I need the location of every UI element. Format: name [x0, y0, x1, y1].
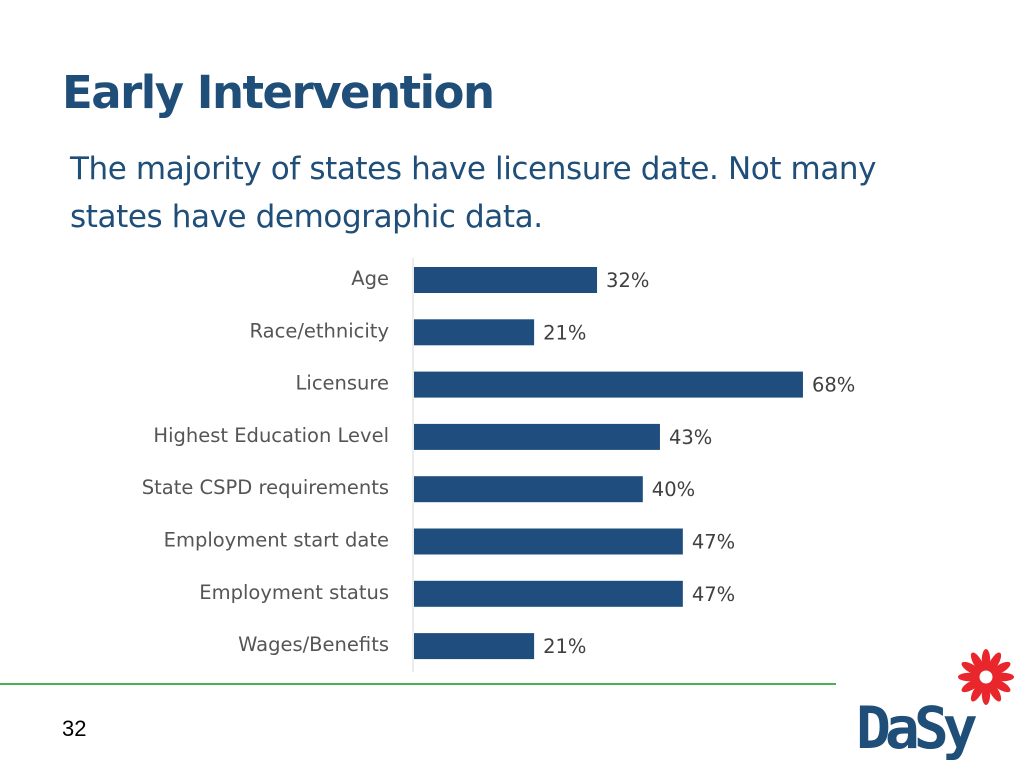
category-label: State CSPD requirements [142, 476, 389, 499]
slide-subtitle: The majority of states have licensure da… [70, 151, 877, 235]
value-label: 21% [543, 321, 586, 344]
category-label: Age [351, 267, 389, 290]
bar [414, 580, 683, 607]
page-number: 32 [62, 716, 87, 741]
logo-wordmark: DaSy [856, 694, 977, 762]
value-label: 43% [669, 426, 712, 449]
bar [414, 528, 683, 555]
red-flower-icon [958, 649, 1014, 705]
bar [414, 476, 643, 503]
category-label: Employment status [199, 581, 389, 604]
bar-chart: Age 32% Race/ethnicity 21% Licensure 68% Highe… [142, 258, 855, 672]
category-label: Highest Education Level [153, 424, 389, 447]
value-label: 68% [812, 374, 855, 397]
bars-layer: Age 32% Race/ethnicity 21% Licensure 68% Highe… [142, 267, 855, 660]
dasy-logo: DaSy [856, 649, 1014, 762]
slide-title: Early Intervention [62, 66, 495, 119]
category-label: Employment start date [164, 529, 389, 552]
bar [414, 267, 598, 293]
bar [414, 371, 803, 398]
bar [414, 633, 535, 660]
value-label: 47% [692, 531, 735, 554]
category-label: Licensure [296, 372, 389, 395]
value-label: 47% [692, 583, 735, 606]
category-label: Race/ethnicity [250, 319, 389, 342]
bar [414, 423, 660, 450]
bar [414, 319, 535, 346]
category-label: Wages/Benefits [238, 633, 389, 656]
footer-rule [0, 683, 836, 685]
value-label: 40% [652, 478, 695, 501]
value-label: 21% [543, 635, 586, 658]
value-label: 32% [606, 269, 649, 292]
